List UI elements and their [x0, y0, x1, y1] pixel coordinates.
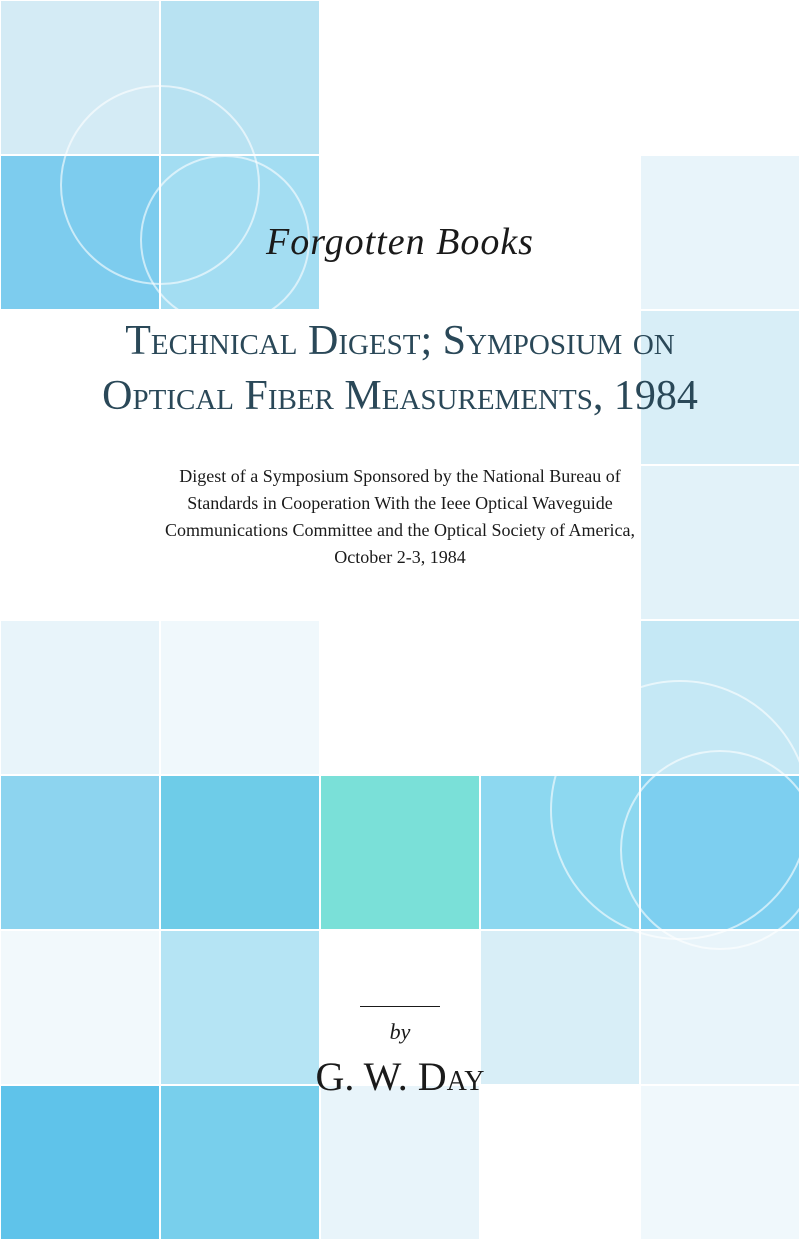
- author-name: G. W. Day: [0, 1053, 800, 1100]
- book-title: Technical Digest; Symposium on Optical F…: [80, 314, 720, 423]
- cover-content: Forgotten Books Technical Digest; Sympos…: [0, 0, 800, 1240]
- book-subtitle: Digest of a Symposium Sponsored by the N…: [150, 463, 650, 571]
- publisher-name: Forgotten Books: [266, 220, 534, 264]
- divider-line: [360, 1006, 440, 1007]
- by-label: by: [0, 1019, 800, 1045]
- author-section: by G. W. Day: [0, 1006, 800, 1100]
